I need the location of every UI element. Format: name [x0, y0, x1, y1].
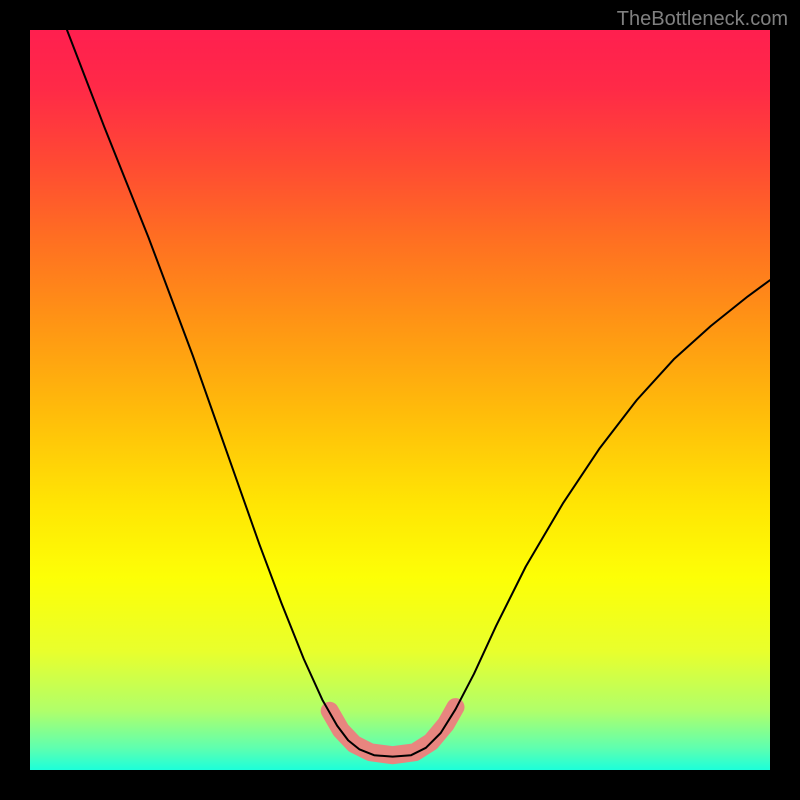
watermark-text: TheBottleneck.com	[617, 8, 788, 31]
chart-area	[30, 30, 770, 770]
chart-container: TheBottleneck.com	[0, 0, 800, 800]
bottleneck-chart	[30, 30, 770, 770]
gradient-background	[30, 30, 770, 770]
